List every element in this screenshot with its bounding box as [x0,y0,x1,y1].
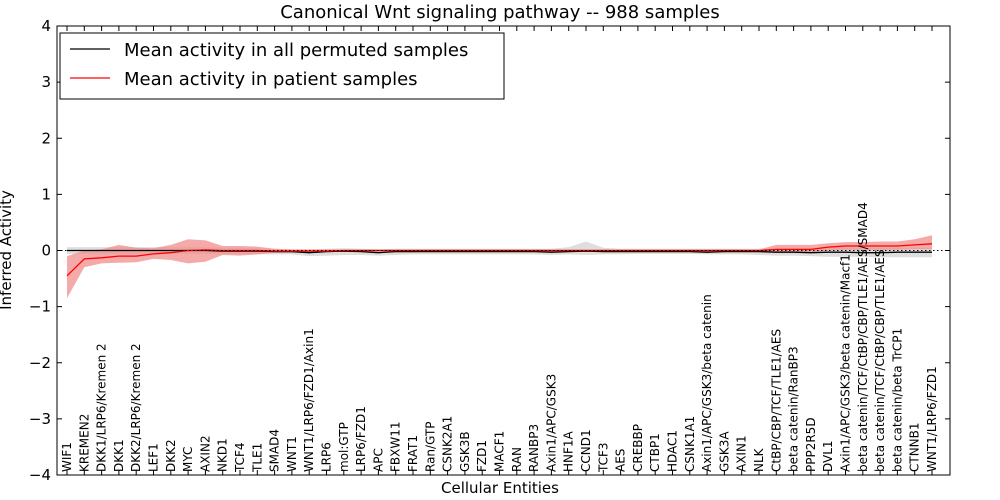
y-tick-label: 4 [41,17,51,35]
x-category-label: LRP6 [320,442,334,472]
x-category-label: GSK3A [717,431,731,472]
x-category-label: AES [614,449,628,472]
y-tick-label: 0 [41,242,51,260]
x-category-label: HNF1A [562,430,576,472]
y-tick-label: −2 [29,354,51,372]
x-category-label: Axin1/APC/GSK3 [544,374,558,472]
x-category-label: WNT1/LRP6/FZD1/Axin1 [302,328,316,472]
y-axis-title: Inferred Activity [0,190,15,310]
x-category-label: FBXW11 [389,422,403,473]
x-category-label: DKK2 [164,439,178,472]
y-tick-label: −3 [29,410,51,428]
x-category-label: LRP6/FZD1 [354,406,368,472]
x-axis: WIF1 KREMEN2 DKK1/LRP6/Kremen 2 DKK1 DKK2/LR… [60,26,939,475]
x-category-label: TCF4 [233,442,247,473]
x-category-label: CTBP1 [648,433,662,472]
x-category-label: Axin1/APC/GSK3/beta catenin/Macf1 [839,254,853,472]
x-category-label: AXIN2 [198,435,212,472]
x-category-label: beta catenin/TCF/CtBP/CBP/TLE1/AES [873,249,887,472]
x-category-label: beta catenin/beta TrCP1 [890,328,904,472]
line-series-1 [66,243,933,277]
x-category-label: beta catenin/TCF/CtBP/CBP/TLE1/AES/SMAD4 [856,202,870,472]
x-category-label: Axin1/APC/GSK3/beta catenin [700,294,714,472]
x-category-label: DKK1/LRP6/Kremen 2 [95,343,109,472]
x-category-label: HDAC1 [666,430,680,472]
x-category-label: SMAD4 [268,429,282,472]
x-category-label: NLK [752,447,766,472]
chart-title: Canonical Wnt signaling pathway -- 988 s… [280,2,720,23]
legend-label-patient: Mean activity in patient samples [124,69,418,90]
x-category-label: CTNNB1 [908,422,922,472]
x-category-label: MYC [181,447,195,472]
legend-box [59,32,505,100]
x-category-label: CSNK1A1 [683,416,697,472]
x-category-label: DKK2/LRP6/Kremen 2 [129,343,143,472]
x-category-label: GSK3B [458,431,472,472]
x-category-label: PPP2R5D [804,417,818,472]
y-axis: 4 3 2 1 0 −1 −2 −3 −4 [29,17,950,484]
x-category-label: DVL1 [821,440,835,472]
series-lines [66,243,933,277]
x-category-label: MACF1 [493,431,507,472]
x-category-label: WIF1 [60,442,74,472]
x-category-label: AXIN1 [735,435,749,472]
x-category-label: WNT1 [285,436,299,472]
y-tick-label: 2 [41,129,51,147]
band-series-1 [67,235,932,299]
x-category-label: NKD1 [216,438,230,472]
x-category-label: WNT1/LRP6/FZD1 [925,366,939,472]
y-tick-label: 1 [41,185,51,203]
y-tick-label: −1 [29,298,51,316]
y-tick-label: −4 [29,466,51,484]
x-category-label: mol:GTP [337,422,351,472]
x-category-label: CSNK2A1 [441,416,455,472]
y-tick-label: 3 [41,73,51,91]
x-category-label: APC [371,448,385,472]
x-category-label: TCF3 [596,442,610,473]
x-category-label: KREMEN2 [77,414,91,472]
x-category-label: DKK1 [112,439,126,472]
legend: Mean activity in all permuted samples Me… [59,32,505,100]
x-category-label: RAN [510,447,524,472]
x-category-label: FZD1 [475,440,489,472]
x-category-label: beta catenin/RanBP3 [787,346,801,472]
x-category-label: RANBP3 [527,424,541,472]
confidence-bands [67,235,932,299]
x-category-label: CtBP/CBP/TCF/TLE1/AES [769,329,783,472]
legend-label-permuted: Mean activity in all permuted samples [124,40,468,61]
x-category-label: CREBBP [631,424,645,472]
x-category-label: LEF1 [147,443,161,472]
band-series-0 [67,241,932,258]
x-category-label: Ran/GTP [423,421,437,472]
x-category-label: CCND1 [579,429,593,472]
x-axis-title: Cellular Entities [441,479,559,497]
x-category-label: TLE1 [250,443,264,473]
x-category-label: FRAT1 [406,435,420,472]
